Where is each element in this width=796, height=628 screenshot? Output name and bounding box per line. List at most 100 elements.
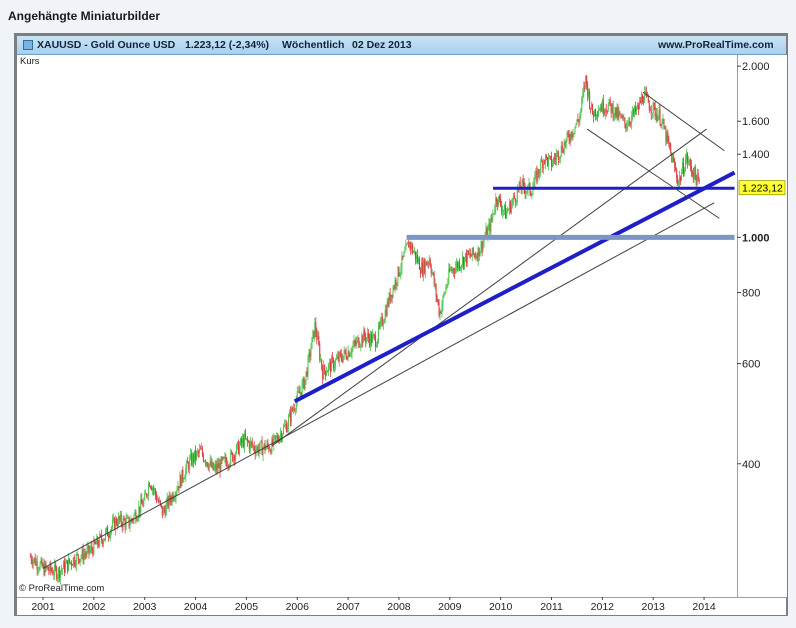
candle-body [630, 123, 632, 125]
candle-body [151, 487, 153, 491]
candle-body [616, 107, 618, 117]
candle-body [202, 454, 204, 461]
candle-body [695, 175, 697, 186]
candle-body [476, 256, 478, 261]
candle-body [323, 365, 325, 380]
candle-body [408, 242, 410, 248]
candle-body [180, 475, 182, 487]
candle-body [565, 138, 567, 146]
candle-body [339, 352, 341, 354]
candle-body [686, 153, 688, 163]
candle-body [470, 255, 472, 257]
candle-body [549, 155, 551, 157]
candle-body [641, 95, 643, 103]
candle-body [553, 158, 555, 159]
candle-body [284, 425, 286, 427]
candle-body [689, 160, 691, 166]
candle-body [371, 334, 373, 343]
candle-body [299, 391, 301, 394]
candle-body [658, 110, 660, 117]
candle-body [588, 91, 590, 97]
candle-body [82, 549, 84, 561]
candle-body [574, 126, 576, 134]
candle-body [551, 163, 553, 167]
y-axis[interactable] [737, 55, 787, 597]
candle-body [72, 557, 74, 566]
candle-body [34, 557, 36, 565]
candle-body [32, 560, 34, 565]
candle-body [251, 442, 253, 446]
candle-body [576, 119, 578, 125]
candle-body [155, 495, 157, 501]
candle-body [496, 197, 498, 203]
candle-body [442, 295, 444, 306]
candle-body [153, 489, 155, 491]
candle-body [688, 160, 690, 163]
candle-body [426, 262, 428, 266]
candle-body [493, 213, 495, 214]
candle-body [193, 454, 195, 462]
candle-body [107, 527, 109, 537]
candle-body [41, 559, 43, 567]
candle-body [446, 285, 448, 288]
candle-body [436, 296, 438, 300]
candle-body [559, 155, 561, 159]
candle-body [457, 262, 459, 269]
candle-body [633, 109, 635, 114]
candle-body [178, 486, 180, 489]
x-tick-label: 2006 [286, 601, 310, 613]
x-axis[interactable] [17, 597, 786, 615]
candle-body [132, 519, 134, 521]
candle-body [189, 458, 191, 470]
candle-body [619, 112, 621, 115]
candle-body [46, 567, 48, 568]
candle-body [201, 448, 203, 455]
y-tick-label: 400 [742, 459, 760, 471]
candle-body [227, 465, 229, 467]
candle-body [415, 251, 417, 260]
candle-body [99, 534, 101, 546]
candle-body [698, 179, 700, 183]
candle-body [353, 340, 355, 346]
candle-body [38, 569, 40, 571]
chart-icon[interactable] [23, 40, 33, 50]
candle-body [498, 196, 500, 206]
candle-body [96, 537, 98, 545]
candle-body [42, 564, 44, 567]
candle-body [460, 267, 462, 270]
candle-body [307, 356, 309, 376]
candle-body [338, 352, 340, 362]
website-label[interactable]: www.ProRealTime.com [658, 39, 774, 51]
x-tick-label: 2012 [591, 601, 615, 613]
candle-body [84, 554, 86, 555]
candle-body [276, 436, 278, 438]
candle-body [98, 544, 100, 546]
candle-body [272, 439, 274, 445]
candle-body [639, 100, 641, 103]
candle-body [683, 170, 685, 174]
candle-body [226, 461, 228, 467]
candle-body [164, 509, 166, 516]
candle-body [439, 311, 441, 316]
candle-body [190, 453, 192, 459]
candle-body [606, 111, 608, 113]
candle-body [534, 174, 536, 183]
candle-body [71, 564, 73, 566]
candle-body [454, 271, 456, 274]
candle-body [309, 352, 311, 357]
candle-body [245, 438, 247, 439]
plot-area[interactable] [17, 55, 737, 597]
y-tick-label: 2.000 [742, 61, 770, 73]
candle-body [396, 282, 398, 286]
candle-body [696, 173, 698, 186]
candle-body [685, 153, 687, 161]
candle-body [191, 453, 193, 465]
candle-body [240, 438, 242, 445]
candle-body [518, 182, 520, 191]
candle-body [382, 323, 384, 326]
candle-body [30, 556, 32, 562]
candle-body [273, 435, 275, 445]
candle-body [247, 441, 249, 443]
candle-body [37, 569, 39, 571]
candle-body [270, 449, 272, 454]
